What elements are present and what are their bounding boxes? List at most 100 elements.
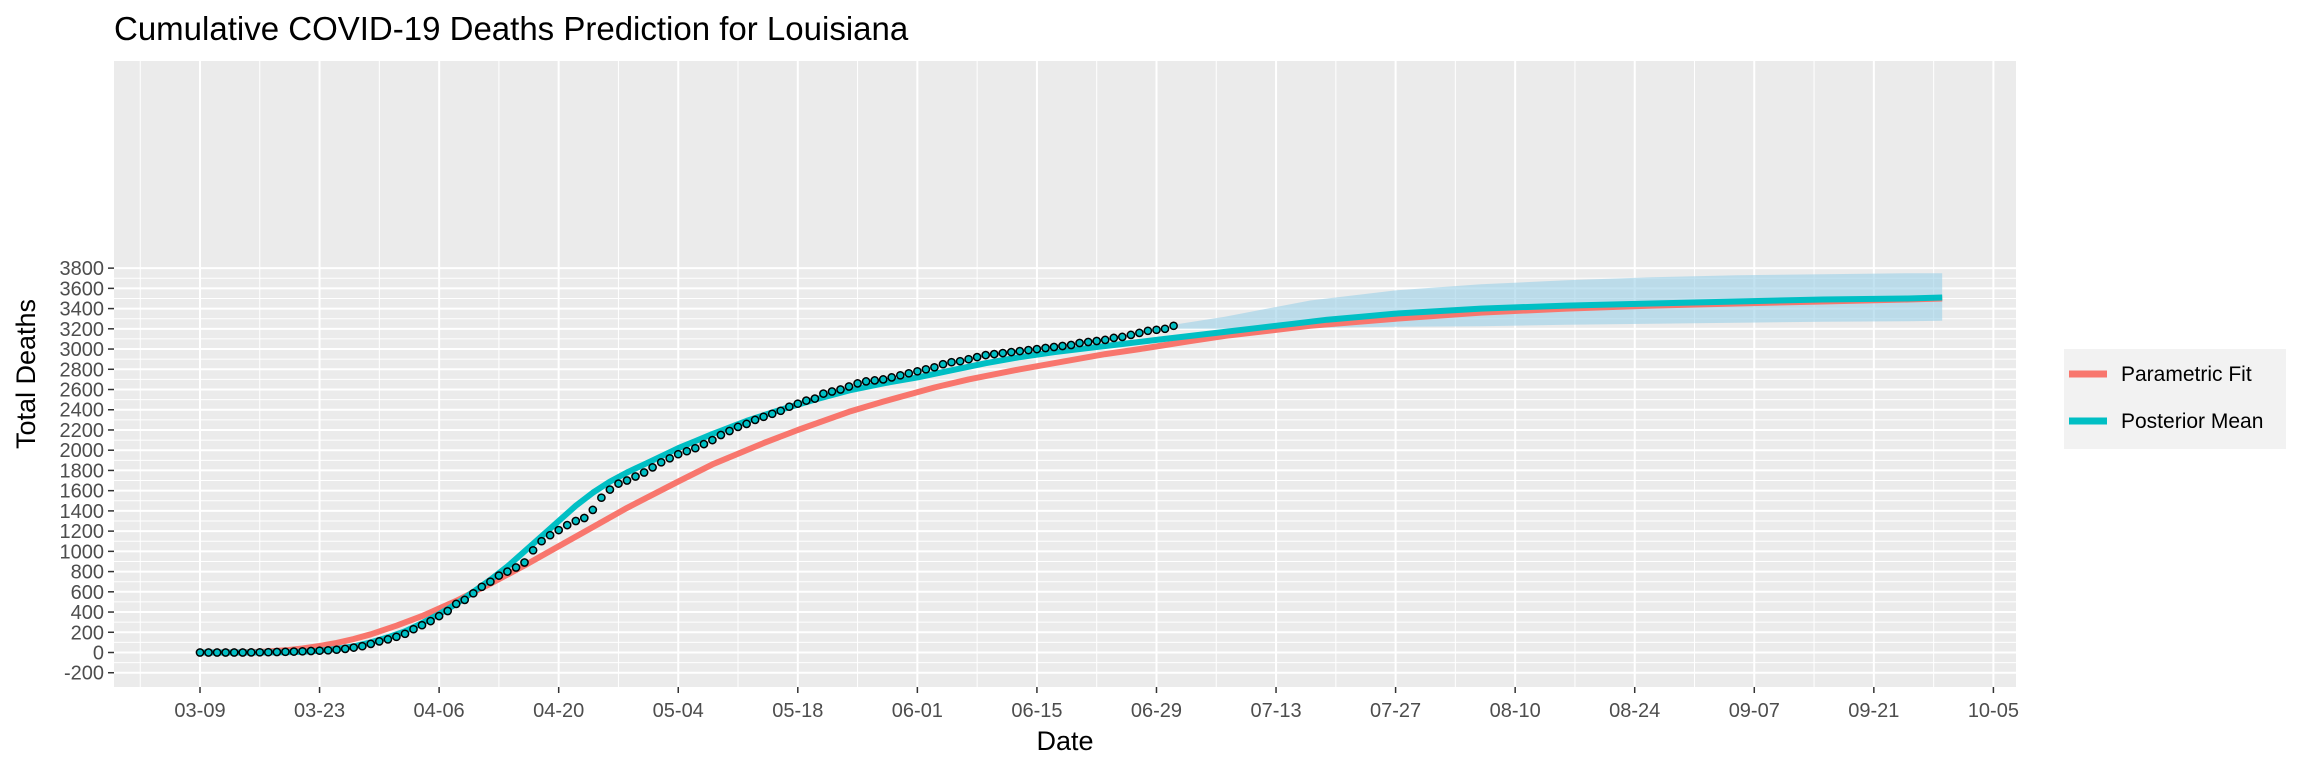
observed-point	[913, 366, 922, 376]
observed-point	[229, 648, 239, 657]
observed-point	[195, 648, 205, 657]
observed-point	[733, 422, 743, 432]
observed-point	[1075, 338, 1084, 348]
x-tick-label: 04-20	[533, 700, 584, 722]
y-tick-label: 1400	[60, 501, 105, 523]
observed-point	[981, 350, 991, 360]
x-tick-label: 03-09	[174, 700, 225, 722]
x-axis-title: Date	[1036, 726, 1093, 756]
observed-point	[443, 606, 453, 616]
observed-point	[579, 513, 589, 523]
y-tick-label: 400	[71, 602, 104, 624]
observed-point	[665, 453, 675, 463]
observed-point	[571, 516, 581, 526]
observed-point	[759, 412, 768, 422]
observed-point	[323, 645, 333, 655]
y-tick-label: 800	[71, 562, 104, 584]
y-tick-label: 1600	[60, 481, 105, 503]
y-tick-label: 3600	[60, 278, 105, 300]
observed-point	[955, 356, 965, 366]
x-tick-label: 09-21	[1848, 700, 1899, 722]
y-tick-label: 600	[71, 582, 104, 604]
observed-point	[1041, 343, 1050, 353]
observed-point	[801, 396, 811, 405]
observed-point	[400, 629, 410, 639]
observed-point	[605, 485, 615, 494]
observed-point	[468, 588, 478, 598]
y-axis-title: Total Deaths	[11, 299, 41, 449]
observed-point	[409, 624, 418, 634]
observed-point	[520, 558, 529, 567]
observed-point	[434, 611, 444, 621]
x-tick-label: 06-15	[1011, 700, 1062, 722]
observed-point	[938, 359, 948, 369]
x-tick-label: 08-10	[1490, 700, 1541, 722]
y-tick-label: -200	[64, 663, 104, 685]
legend-label-posterior-mean: Posterior Mean	[2121, 410, 2263, 433]
y-tick-label: 1800	[60, 460, 105, 482]
observed-point	[588, 505, 598, 515]
observed-point	[1109, 333, 1119, 343]
x-tick-label: 08-24	[1609, 700, 1660, 722]
observed-point	[511, 563, 521, 572]
observed-point	[904, 368, 914, 378]
observed-point	[964, 354, 973, 364]
observed-point	[315, 646, 324, 656]
observed-point	[1100, 335, 1110, 345]
observed-points	[195, 321, 1178, 657]
observed-point	[819, 389, 828, 398]
observed-point	[682, 446, 692, 456]
observed-point	[767, 409, 777, 419]
observed-point	[289, 647, 299, 656]
observed-point	[776, 406, 786, 416]
observed-point	[1160, 324, 1170, 334]
observed-point	[1126, 330, 1136, 340]
observed-point	[246, 648, 256, 657]
legend-label-parametric-fit: Parametric Fit	[2121, 363, 2252, 386]
observed-point	[486, 577, 495, 587]
observed-point	[750, 415, 760, 425]
x-tick-label: 05-18	[772, 700, 823, 722]
x-tick-label: 06-29	[1131, 700, 1182, 722]
x-tick-label: 03-23	[294, 700, 345, 722]
observed-point	[1117, 332, 1127, 342]
chart-title: Cumulative COVID-19 Deaths Prediction fo…	[114, 10, 909, 47]
observed-point	[221, 648, 230, 657]
observed-point	[1066, 340, 1076, 350]
observed-point	[1152, 325, 1161, 335]
y-tick-label: 200	[71, 622, 104, 644]
observed-point	[451, 599, 461, 609]
observed-point	[1032, 344, 1042, 354]
y-tick-label: 3800	[60, 258, 105, 280]
observed-point	[537, 536, 546, 546]
x-tick-label: 05-04	[653, 700, 704, 722]
observed-point	[562, 520, 572, 530]
observed-point	[528, 545, 538, 555]
observed-point	[238, 648, 248, 657]
observed-point	[895, 370, 905, 380]
observed-point	[349, 643, 359, 652]
observed-point	[853, 379, 862, 388]
observed-point	[1169, 321, 1178, 331]
y-tick-label: 0	[93, 643, 104, 665]
observed-point	[1049, 342, 1059, 352]
observed-point	[263, 647, 273, 657]
observed-point	[460, 595, 470, 605]
observed-point	[298, 646, 307, 656]
observed-point	[597, 493, 606, 503]
x-tick-label: 04-06	[414, 700, 465, 722]
observed-point	[878, 375, 888, 384]
observed-point	[332, 645, 341, 655]
y-tick-label: 2000	[60, 440, 105, 462]
observed-point	[477, 582, 487, 592]
y-tick-label: 1200	[60, 521, 105, 543]
observed-point	[827, 387, 837, 396]
observed-point	[639, 468, 649, 477]
observed-point	[631, 472, 640, 481]
y-tick-label: 2400	[60, 400, 105, 422]
observed-point	[716, 430, 726, 440]
observed-point	[374, 637, 384, 646]
observed-point	[699, 439, 709, 449]
plot-panel	[114, 61, 2016, 687]
